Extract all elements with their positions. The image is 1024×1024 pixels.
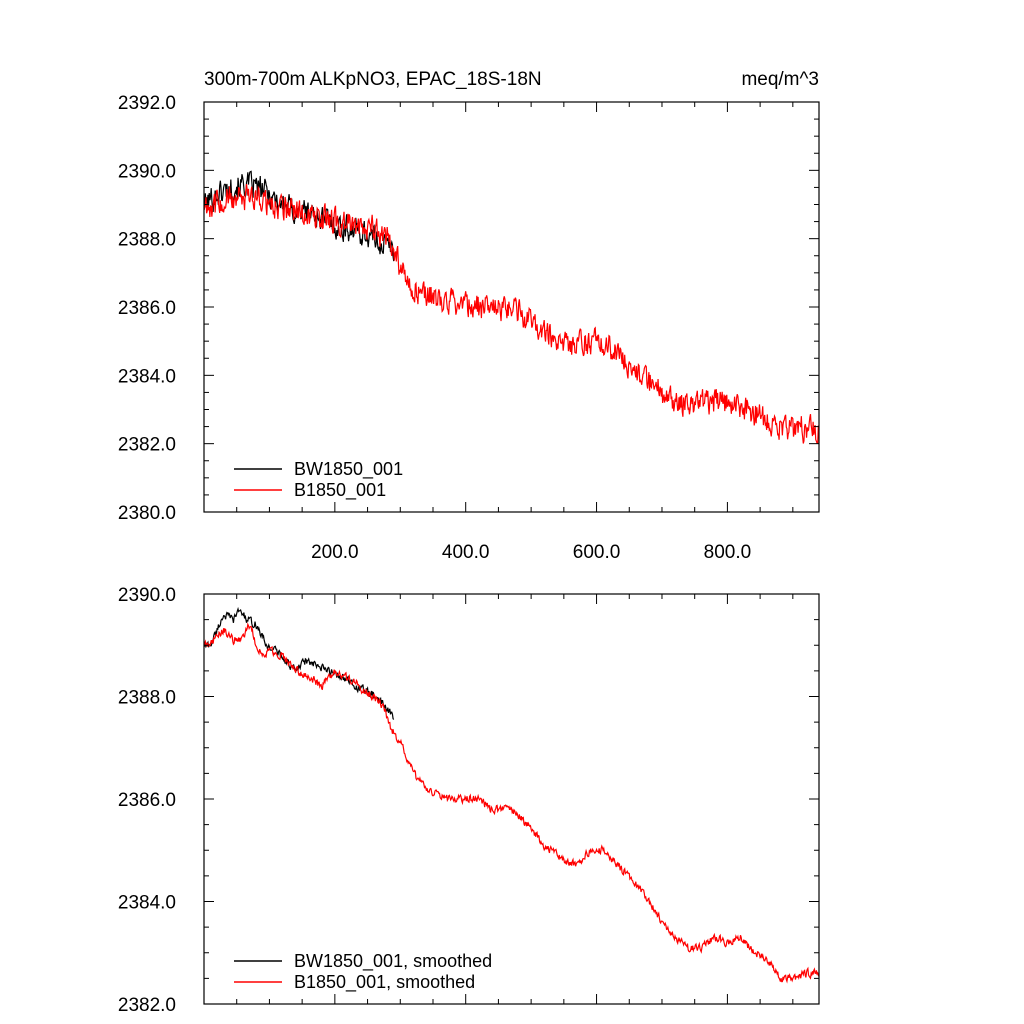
y-tick-label: 2388.0 — [118, 230, 176, 251]
bottom-panel: 2382.0 2384.0 2386.0 2388.0 2390.0 BW1850_00… — [118, 585, 820, 1016]
y-tick-label: 2386.0 — [118, 298, 176, 319]
series-layer — [204, 606, 819, 984]
top-panel: 300m-700m ALKpNO3, EPAC_18S-18N meq/m^3 … — [118, 69, 820, 563]
y-tick-label: 2384.0 — [118, 366, 176, 387]
y-tick-label: 2380.0 — [118, 503, 176, 524]
units-label: meq/m^3 — [741, 69, 819, 90]
x-tick-label: 400.0 — [442, 542, 490, 563]
y-tick-label: 2388.0 — [118, 688, 176, 709]
legend-label-bw1850-smoothed: BW1850_001, smoothed — [294, 951, 492, 972]
legend-label-bw1850: BW1850_001 — [294, 459, 403, 480]
series-line-b1850 — [204, 622, 819, 984]
legend-label-b1850-smoothed: B1850_001, smoothed — [294, 972, 475, 993]
x-tick-label: 200.0 — [311, 542, 359, 563]
y-tick-label: 2390.0 — [118, 585, 176, 606]
series-layer — [204, 170, 819, 444]
x-tick-label: 600.0 — [573, 542, 621, 563]
plot-frame — [203, 101, 820, 513]
y-tick-label: 2390.0 — [118, 161, 176, 182]
ticks-layer: 2380.0 2382.0 2384.0 2386.0 2388.0 2390.0 2392… — [118, 93, 819, 563]
series-line-bw1850 — [204, 606, 395, 720]
legend: BW1850_001 B1850_001 — [234, 459, 403, 501]
y-tick-label: 2392.0 — [118, 93, 176, 114]
series-line-b1850 — [204, 184, 819, 444]
ticks-layer: 2382.0 2384.0 2386.0 2388.0 2390.0 — [118, 585, 819, 1016]
chart-title: 300m-700m ALKpNO3, EPAC_18S-18N — [204, 69, 542, 90]
legend-label-b1850: B1850_001 — [294, 480, 386, 501]
y-tick-label: 2382.0 — [118, 435, 176, 456]
y-tick-label: 2384.0 — [118, 893, 176, 914]
y-tick-label: 2382.0 — [118, 995, 176, 1016]
legend: BW1850_001, smoothed B1850_001, smoothed — [234, 951, 492, 993]
x-tick-label: 800.0 — [704, 542, 752, 563]
y-tick-label: 2386.0 — [118, 790, 176, 811]
